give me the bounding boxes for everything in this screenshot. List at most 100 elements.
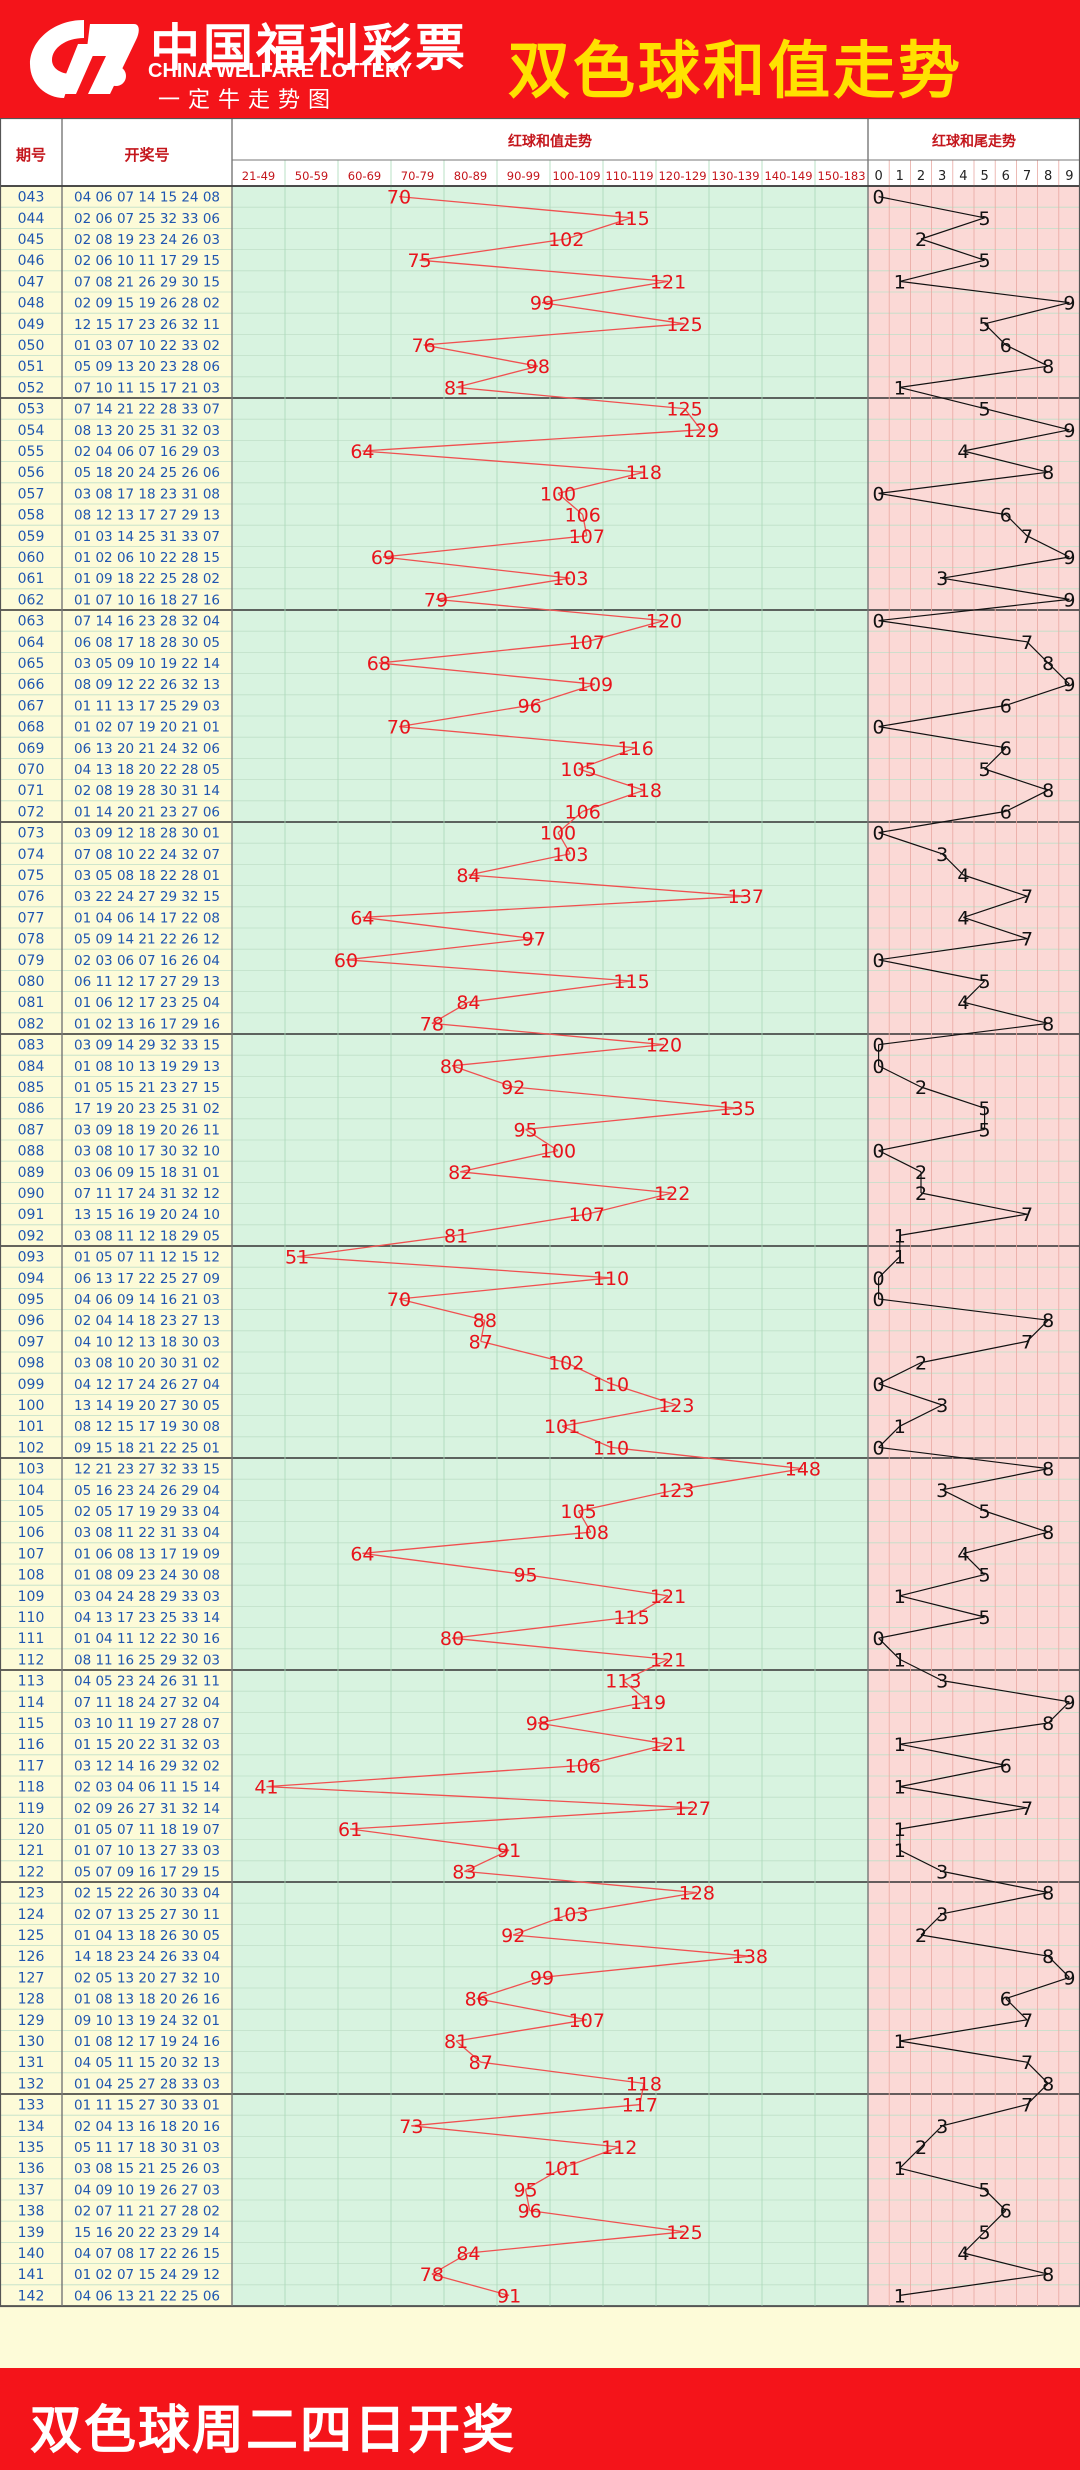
tail-value-mark: 5	[979, 250, 991, 272]
period-cell: 077	[18, 910, 45, 926]
chart-bottom-filler	[0, 2306, 1080, 2368]
period-cell: 093	[18, 1250, 45, 1266]
tail-digit-label: 1	[896, 169, 904, 184]
sum-trend-segment	[431, 1022, 665, 1046]
sum-trend-segment	[529, 683, 596, 707]
period-cell: 135	[18, 2140, 45, 2156]
tail-trend-segment	[878, 1362, 922, 1385]
tail-trend-segment	[1005, 1998, 1028, 2021]
column-header-numbers: 开奖号	[124, 146, 169, 164]
sum-value-mark: 98	[526, 356, 550, 378]
sum-trend-segment	[578, 747, 636, 770]
numbers-cell: 13 15 16 19 20 24 10	[74, 1207, 220, 1223]
tail-value-mark: 1	[894, 1649, 906, 1671]
numbers-cell: 05 09 14 21 22 26 12	[74, 932, 220, 948]
sum-value-mark: 110	[593, 1374, 629, 1396]
sum-value-mark: 121	[650, 1734, 686, 1756]
sum-value-mark: 115	[613, 1607, 649, 1629]
numbers-cell: 01 08 09 23 24 30 08	[74, 1568, 220, 1584]
period-cell: 072	[18, 804, 45, 820]
tail-value-mark: 1	[894, 2031, 906, 2053]
sum-trend-segment	[525, 2167, 563, 2190]
tail-trend-segment	[878, 726, 1006, 749]
sum-trend-segment	[460, 1149, 559, 1173]
numbers-cell: 13 14 19 20 27 30 05	[74, 1398, 220, 1414]
period-cell: 080	[18, 974, 45, 990]
tail-value-mark: 0	[873, 1289, 885, 1311]
sum-value-mark: 121	[650, 1649, 686, 1671]
tail-value-mark: 6	[1000, 1755, 1012, 1777]
tail-value-mark: 1	[894, 271, 906, 293]
sum-bin-label: 140-149	[764, 169, 812, 183]
tail-trend-segment	[984, 768, 1049, 791]
tail-value-mark: 2	[915, 1162, 927, 1184]
period-cell: 140	[18, 2246, 45, 2262]
tail-value-mark: 6	[1000, 335, 1012, 357]
period-cell: 107	[18, 1546, 45, 1562]
sum-value-mark: 118	[626, 462, 662, 484]
numbers-cell: 01 04 25 27 28 33 03	[74, 2076, 220, 2092]
numbers-cell: 02 05 13 20 27 32 10	[74, 1970, 220, 1986]
sum-trend-segment	[582, 1743, 669, 1767]
sum-value-mark: 123	[658, 1395, 694, 1417]
tail-trend-segment	[899, 386, 985, 410]
period-cell: 106	[18, 1525, 45, 1541]
tail-trend-segment	[1026, 2082, 1049, 2106]
tail-value-mark: 5	[979, 1119, 991, 1141]
period-cell: 048	[18, 296, 45, 312]
tail-value-mark: 1	[894, 1247, 906, 1269]
chart-grid	[0, 118, 1080, 2308]
period-cell: 133	[18, 2098, 45, 2114]
sum-value-mark: 98	[526, 1713, 550, 1735]
sum-trend-segment	[610, 1446, 803, 1470]
sum-value-mark: 107	[569, 632, 605, 654]
numbers-cell: 03 08 10 17 30 32 10	[74, 1144, 220, 1160]
numbers-cell: 03 08 15 21 25 26 03	[74, 2161, 220, 2177]
sum-trend-segment	[362, 895, 746, 919]
sum-trend-segment	[684, 408, 702, 431]
sum-value-mark: 92	[501, 1925, 525, 1947]
period-cell: 120	[18, 1822, 45, 1838]
period-cell: 126	[18, 1949, 45, 1965]
tail-value-mark: 2	[915, 229, 927, 251]
tail-value-mark: 1	[894, 1586, 906, 1608]
tail-trend-segment	[878, 1150, 922, 1173]
tail-trend-segment	[942, 1892, 1049, 1915]
tail-trend-segment	[984, 747, 1007, 770]
numbers-cell: 04 05 11 15 20 32 13	[74, 2055, 220, 2071]
tail-value-mark: 7	[1021, 632, 1033, 654]
numbers-cell: 04 13 17 23 25 33 14	[74, 1610, 220, 1626]
sum-bin-label: 90-99	[507, 169, 540, 183]
tail-value-mark: 4	[957, 2243, 969, 2265]
tail-value-mark: 6	[1000, 738, 1012, 760]
tail-trend-segment	[963, 1531, 1049, 1554]
numbers-cell: 04 06 09 14 16 21 03	[74, 1292, 220, 1308]
sum-value-mark: 129	[683, 420, 719, 442]
tail-trend-segment	[984, 302, 1070, 325]
sum-value-mark: 118	[626, 780, 662, 802]
period-cell: 076	[18, 889, 45, 905]
tail-value-mark: 6	[1000, 2201, 1012, 2223]
sum-trend-segment	[529, 2209, 685, 2233]
tail-value-mark: 3	[936, 568, 948, 590]
numbers-cell: 07 08 21 26 29 30 15	[74, 274, 220, 290]
period-cell: 045	[18, 232, 45, 248]
sum-value-mark: 113	[605, 1671, 641, 1693]
sum-trend-segment	[557, 492, 584, 516]
numbers-cell: 01 06 12 17 23 25 04	[74, 995, 220, 1011]
sum-value-mark: 116	[618, 738, 654, 760]
sum-trend-segment	[362, 1531, 591, 1555]
period-cell: 087	[18, 1122, 45, 1138]
tail-trend-segment	[1047, 662, 1070, 685]
tail-value-mark: 3	[936, 1480, 948, 1502]
tail-trend-segment	[878, 1256, 901, 1279]
numbers-cell: 07 10 11 15 17 21 03	[74, 380, 220, 396]
numbers-cell: 04 06 13 21 22 25 06	[74, 2288, 220, 2304]
sum-bin-label: 120-129	[658, 169, 706, 183]
tail-digit-label: 4	[959, 169, 967, 184]
header-background	[0, 118, 1080, 186]
sum-trend-segment	[570, 1891, 697, 1915]
tail-value-mark: 0	[873, 1628, 885, 1650]
tail-value-mark: 1	[894, 1819, 906, 1841]
period-cell: 051	[18, 359, 45, 375]
